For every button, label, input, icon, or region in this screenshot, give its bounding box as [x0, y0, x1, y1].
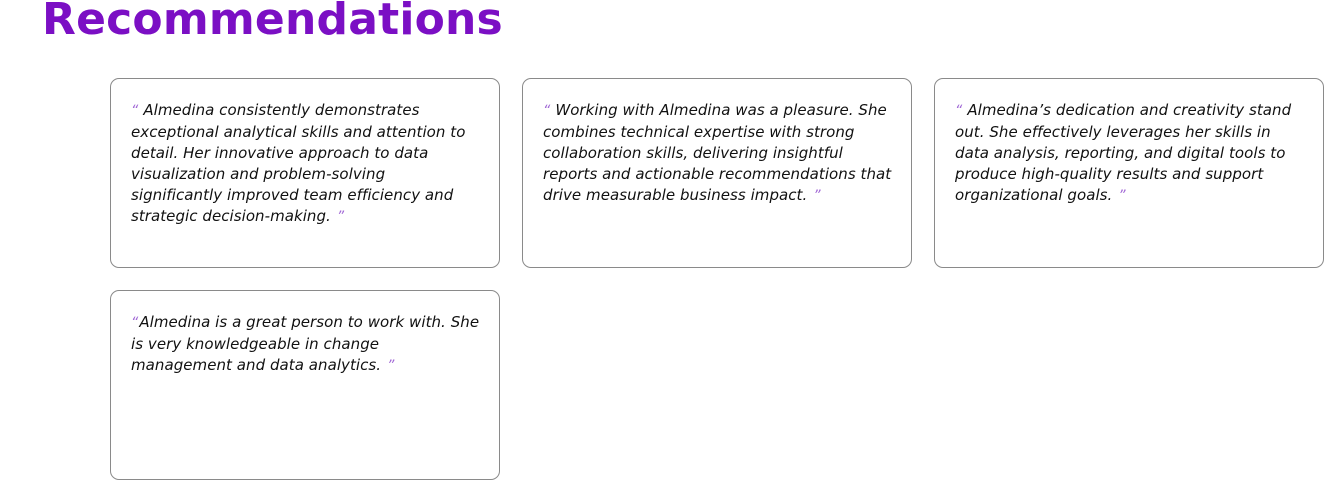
open-quote-icon: “: [543, 103, 551, 119]
close-quote-icon: ”: [813, 188, 821, 204]
page-title: Recommendations: [42, 0, 503, 45]
recommendation-card: “Working with Almedina was a pleasure. S…: [522, 78, 912, 268]
recommendation-quote: “Working with Almedina was a pleasure. S…: [543, 100, 893, 207]
recommendation-text: Almedina’s dedication and creativity sta…: [955, 101, 1292, 204]
recommendation-quote: “Almedina consistently demonstrates exce…: [131, 100, 481, 228]
recommendation-text: Almedina is a great person to work with.…: [131, 313, 480, 374]
open-quote-icon: “: [131, 103, 139, 119]
close-quote-icon: ”: [387, 358, 395, 374]
close-quote-icon: ”: [336, 209, 345, 225]
close-quote-icon: ”: [1118, 188, 1126, 204]
open-quote-icon: “: [131, 315, 139, 331]
open-quote-icon: “: [955, 103, 963, 119]
recommendation-text: Almedina consistently demonstrates excep…: [131, 101, 466, 225]
recommendation-card: “Almedina consistently demonstrates exce…: [110, 78, 500, 268]
recommendation-text: Working with Almedina was a pleasure. Sh…: [543, 101, 892, 204]
recommendation-card: “Almedina’s dedication and creativity st…: [934, 78, 1324, 268]
recommendation-quote: “Almedina’s dedication and creativity st…: [955, 100, 1305, 207]
recommendation-card: “Almedina is a great person to work with…: [110, 290, 500, 480]
recommendation-quote: “Almedina is a great person to work with…: [131, 312, 481, 377]
